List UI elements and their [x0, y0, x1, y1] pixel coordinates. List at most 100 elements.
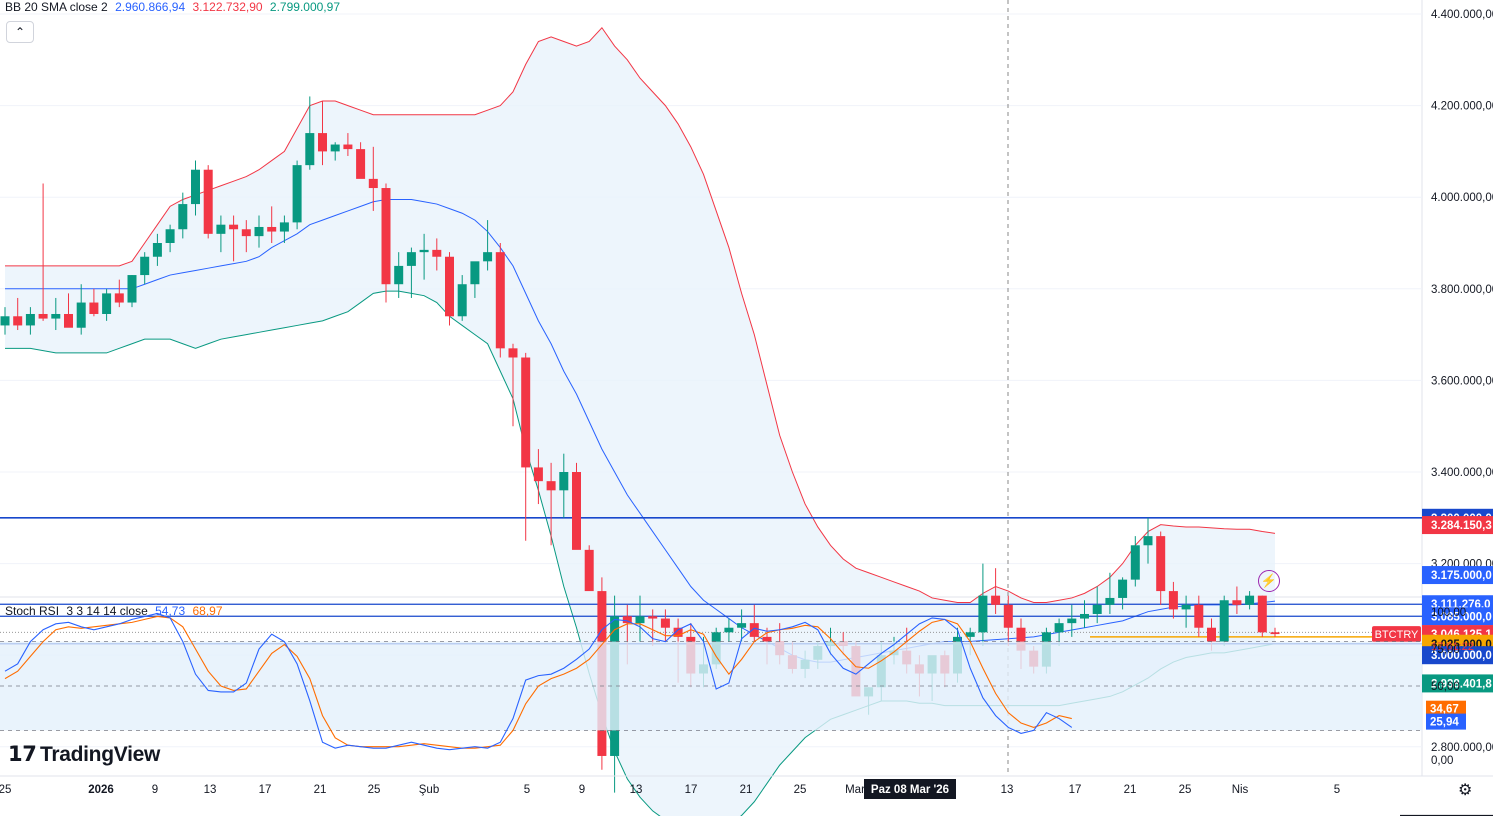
candle-body [406, 252, 416, 266]
time-tick-label: Şub [419, 784, 439, 796]
candle-body [1105, 597, 1115, 605]
time-tick-label: 2026 [88, 784, 114, 796]
candle-body [152, 243, 162, 257]
candle-body [1168, 591, 1178, 610]
time-tick-label: 21 [314, 784, 327, 796]
candle-body [279, 222, 289, 232]
candle-body [114, 293, 124, 303]
price-label-text: 3.284.150,3 [1431, 520, 1492, 532]
candle-body [419, 249, 429, 253]
collapse-legend-button[interactable]: ⌃ [6, 21, 34, 43]
countdown-label: 17:01:22 [1431, 641, 1474, 653]
time-tick-label: 13 [630, 784, 643, 796]
price-label-bg [1422, 607, 1493, 626]
price-label-text: 3.085.000,0 [1431, 611, 1492, 623]
stoch-rsi-d-line [4, 615, 1072, 749]
rsi-params: 3 3 14 14 close [66, 604, 148, 618]
price-label-text: 2.938.401,8 [1431, 678, 1492, 690]
time-tick-label: 17 [685, 784, 698, 796]
stoch-rsi-tick-label: 50,00 [1431, 681, 1460, 693]
tradingview-logo[interactable]: 𝟭𝟳 TradingView [8, 742, 160, 767]
candle-body [1207, 627, 1216, 642]
time-tick-label: 21 [740, 784, 753, 796]
candle-body [965, 632, 975, 637]
time-tick-label: 25 [368, 784, 381, 796]
crosshair-time-label: Paz 08 Mar '26 [864, 779, 956, 799]
bb-basis-value: 2.960.866,94 [115, 0, 186, 14]
price-label-text: 3.175.000,0 [1431, 570, 1492, 582]
candle-body [457, 284, 467, 317]
candle-body [635, 616, 645, 624]
time-tick-label: 13 [204, 784, 217, 796]
candle-body [178, 204, 188, 230]
candle-body [546, 481, 556, 491]
candle-body [102, 293, 112, 314]
candle-body [737, 623, 747, 628]
candle-body [216, 224, 226, 234]
candle-body [356, 149, 366, 179]
candle-body [140, 256, 150, 276]
time-tick-label: Mar [845, 784, 865, 796]
price-axis-label: 3.284.150,3 [1422, 516, 1493, 535]
price-tick-label: 3.800.000,00 [1431, 284, 1493, 296]
candle-body [76, 302, 86, 328]
stoch-rsi-tick-label: 75,00 [1431, 644, 1460, 656]
tradingview-mark-icon: 𝟭𝟳 [8, 743, 37, 766]
candle-body [1232, 600, 1242, 605]
candle-body [584, 549, 594, 592]
candle-body [762, 636, 772, 642]
rsi-k-value: 54,73 [155, 604, 186, 618]
price-tick-label: 4.400.000,00 [1431, 9, 1493, 21]
price-label-bg [1400, 814, 1493, 816]
candle-body [0, 316, 10, 326]
candle-body [508, 348, 518, 358]
chevron-up-icon: ⌃ [14, 25, 26, 39]
crosshair-time-text: Paz 08 Mar '26 [871, 784, 949, 796]
time-tick-label: Nis [1232, 784, 1249, 796]
bolt-icon[interactable]: ⚡ [1258, 570, 1280, 592]
candle-body [1130, 545, 1140, 580]
time-tick-label: 17 [259, 784, 272, 796]
candle-body [343, 144, 353, 150]
price-tick-label: 3.400.000,00 [1431, 467, 1493, 479]
price-label-bg [1422, 674, 1493, 693]
candle-body [1054, 623, 1064, 633]
candle-body [1270, 632, 1280, 635]
price-tick-label: 4.200.000,00 [1431, 101, 1493, 113]
bb-upper-line [5, 26, 1276, 604]
stoch-rsi-value-label: 25,94 [1426, 713, 1466, 730]
price-tick-label: 2.800.000,00 [1431, 742, 1493, 754]
bb-title: BB 20 SMA close 2 [5, 0, 108, 14]
candle-body [191, 169, 200, 205]
stoch-rsi-value-bg [1426, 713, 1466, 730]
candle-body [203, 169, 213, 234]
time-tick-label: 9 [152, 784, 158, 796]
candle-body [559, 472, 569, 491]
price-axis-label: 2.938.401,8 [1422, 674, 1493, 693]
candle-body [318, 133, 327, 152]
stoch-rsi-tick-label: 100,00 [1431, 607, 1466, 619]
candle-body [1219, 600, 1229, 642]
symbol-tag: BTCTRY [1372, 626, 1421, 643]
price-tick-label: 4.000.000,00 [1431, 192, 1493, 204]
time-tick-label: 17 [1069, 784, 1082, 796]
candle-body [978, 595, 988, 633]
candle-body [13, 316, 23, 326]
symbol-tag-bg [1372, 626, 1421, 643]
candle-body [724, 627, 734, 633]
stoch-rsi-legend: Stoch RSI 3 3 14 14 close 54,73 68,97 [5, 604, 227, 618]
gear-icon[interactable]: ⚙ [1458, 782, 1473, 799]
candle-body [1156, 536, 1166, 592]
candle-body [991, 595, 1001, 605]
candle-body [267, 226, 277, 232]
candle-body [165, 229, 175, 243]
stoch-rsi-value-label: 34,67 [1426, 700, 1466, 717]
bb-upper-value: 3.122.732,90 [192, 0, 263, 14]
candle-body [292, 165, 302, 223]
time-tick-label: 25 [0, 784, 11, 796]
candle-body [25, 313, 35, 326]
time-tick-label: 21 [1124, 784, 1137, 796]
candle-body [368, 178, 378, 189]
candle-body [495, 252, 505, 349]
